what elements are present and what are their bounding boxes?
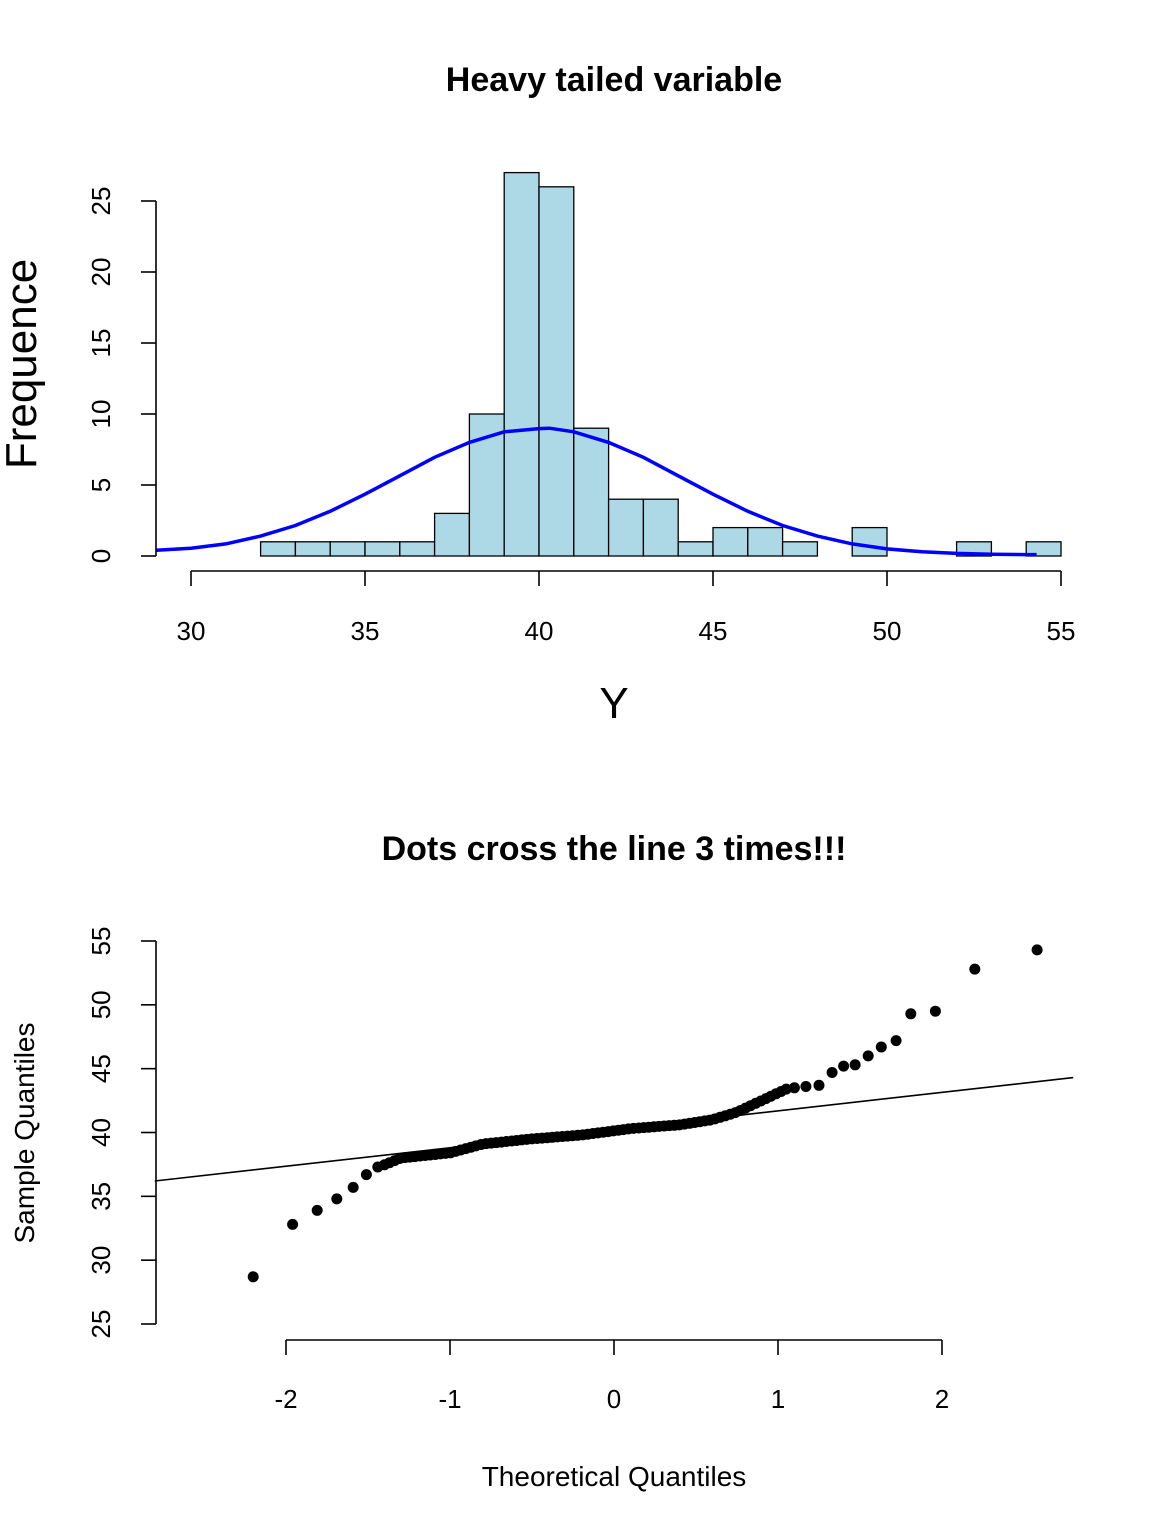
qq-point-17 <box>929 1005 941 1017</box>
qq-x-tick-label: -2 <box>274 1384 297 1414</box>
histogram-y-tick-label: 10 <box>86 400 116 429</box>
qq-point-5 <box>360 1169 372 1181</box>
qq-point-18 <box>969 963 981 975</box>
histogram-bar-5 <box>433 512 471 557</box>
histogram-panel: Heavy tailed variable 30 35 40 45 50 55 0 5 10 1… <box>0 61 1075 728</box>
density-curve <box>156 426 1037 557</box>
qq-point-19 <box>1031 944 1043 956</box>
density-curve-group <box>156 426 1037 557</box>
histogram-y-tick-label: 5 <box>86 478 116 492</box>
qq-y-axis: 25 30 35 40 45 50 55 <box>86 927 157 1339</box>
histogram-x-axis: 30 35 40 45 50 55 <box>177 570 1076 646</box>
histogram-y-tick-label: 20 <box>86 258 116 287</box>
histogram-bar-3 <box>364 541 401 557</box>
histogram-y-tick-label: 25 <box>86 187 116 216</box>
qq-y-tick-label: 25 <box>86 1310 116 1339</box>
qq-point-13 <box>862 1050 874 1062</box>
histogram-bar-8 <box>538 186 575 557</box>
histogram-bar-1 <box>294 541 331 557</box>
qq-point-15 <box>890 1035 902 1047</box>
histogram-bar-18 <box>1025 541 1062 557</box>
histogram-bar-4 <box>399 541 436 557</box>
histogram-bar-7 <box>503 171 540 557</box>
qq-point-2 <box>311 1204 323 1216</box>
qq-plot-title: Dots cross the line 3 times!!! <box>382 830 847 868</box>
histogram-bar-11 <box>642 498 679 557</box>
qq-x-tick-label: 2 <box>935 1384 949 1414</box>
histogram-x-tick-label: 45 <box>699 616 728 646</box>
histogram-bar-9 <box>573 427 610 557</box>
qq-y-tick-label: 40 <box>86 1118 116 1147</box>
qq-y-tick-label: 50 <box>86 990 116 1019</box>
histogram-y-axis: 0 5 10 15 20 25 <box>86 187 157 563</box>
histogram-y-tick-label: 15 <box>86 329 116 358</box>
histogram-bar-2 <box>329 541 366 557</box>
histogram-x-tick-label: 35 <box>351 616 380 646</box>
qq-point-4 <box>347 1181 359 1193</box>
qq-point-14 <box>875 1041 887 1053</box>
qq-point-11 <box>838 1060 850 1072</box>
histogram-bars <box>259 171 1062 557</box>
qq-y-tick-label: 55 <box>86 927 116 956</box>
qq-point-12 <box>849 1059 861 1071</box>
qq-point-9 <box>813 1079 825 1091</box>
histogram-x-label: Y <box>599 679 628 728</box>
qq-point-16 <box>905 1008 917 1020</box>
qq-point-99 <box>780 1083 792 1095</box>
histogram-bar-12 <box>677 541 714 557</box>
histogram-bar-15 <box>781 541 819 557</box>
histogram-bar-0 <box>259 541 297 557</box>
qq-x-tick-label: 1 <box>771 1384 785 1414</box>
histogram-title: Heavy tailed variable <box>446 61 782 99</box>
qq-y-tick-label: 30 <box>86 1246 116 1275</box>
histogram-x-tick-label: 40 <box>525 616 554 646</box>
histogram-y-label: Frequence <box>0 259 46 469</box>
qq-point-10 <box>826 1067 838 1078</box>
qq-y-tick-label: 45 <box>86 1054 116 1083</box>
qq-point-0 <box>247 1271 259 1283</box>
qq-x-axis: -2 -1 0 1 2 <box>274 1339 949 1414</box>
qq-y-tick-label: 35 <box>86 1182 116 1211</box>
histogram-y-tick-label: 0 <box>86 549 116 563</box>
histogram-bar-16 <box>851 526 888 557</box>
qq-x-label: Theoretical Quantiles <box>482 1461 747 1492</box>
qq-plot-panel: Dots cross the line 3 times!!! -2 -1 0 1 2 2… <box>9 830 1074 1492</box>
qq-point-3 <box>331 1193 343 1205</box>
histogram-bar-13 <box>712 526 749 557</box>
histogram-bar-10 <box>607 498 645 557</box>
qq-point-7 <box>788 1082 800 1094</box>
histogram-x-tick-label: 55 <box>1047 616 1076 646</box>
qq-x-tick-label: -1 <box>438 1384 461 1414</box>
qq-point-1 <box>287 1218 299 1230</box>
qq-point-8 <box>800 1081 812 1092</box>
qq-x-tick-label: 0 <box>607 1384 621 1414</box>
qq-y-label: Sample Quantiles <box>9 1022 40 1243</box>
histogram-bar-14 <box>747 526 784 557</box>
histogram-x-tick-label: 50 <box>873 616 902 646</box>
histogram-x-tick-label: 30 <box>177 616 206 646</box>
qq-points <box>247 944 1043 1283</box>
